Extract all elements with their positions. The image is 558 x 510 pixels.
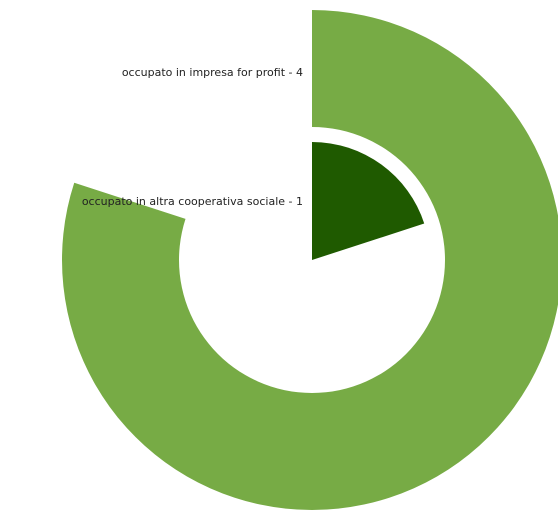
radial-bar-1: [312, 142, 425, 260]
label-altra-cooperativa: occupato in altra cooperativa sociale - …: [82, 195, 303, 208]
radial-bar-0: [62, 10, 558, 510]
radial-bars: [62, 10, 558, 510]
label-impresa-for-profit: occupato in impresa for profit - 4: [122, 66, 303, 79]
